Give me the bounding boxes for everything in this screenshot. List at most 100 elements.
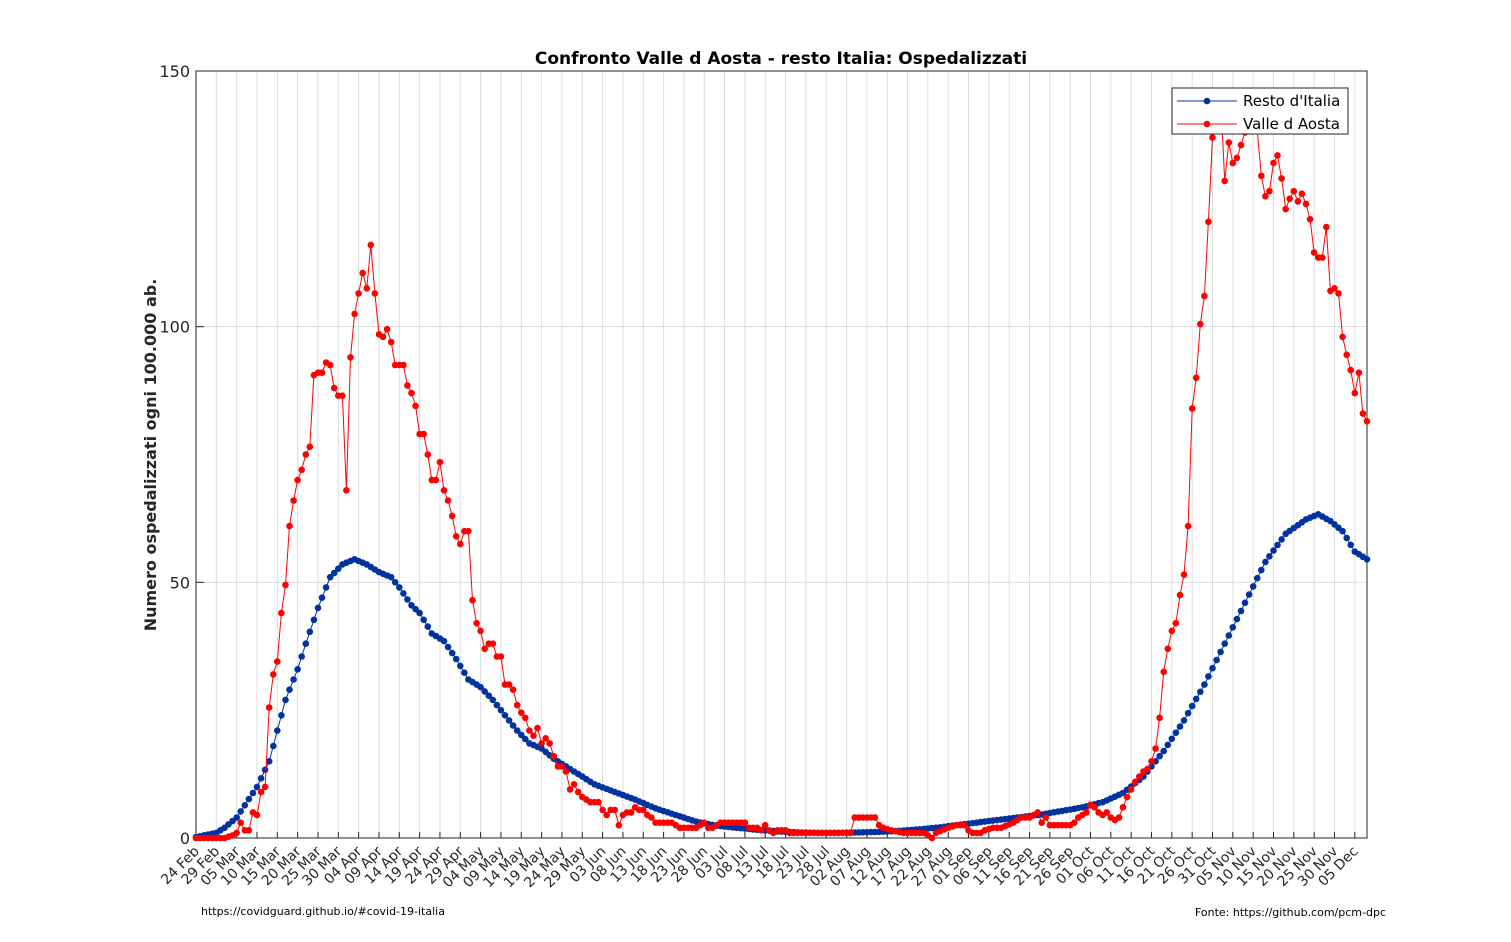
data-point: [245, 795, 253, 803]
data-point: [1266, 553, 1273, 560]
data-point: [302, 451, 310, 458]
data-point: [351, 310, 358, 318]
data-point: [261, 783, 269, 791]
data-point: [278, 712, 285, 719]
data-point: [298, 653, 306, 660]
data-point: [1164, 741, 1172, 749]
data-point: [473, 619, 480, 627]
data-point: [282, 581, 289, 589]
data-point: [274, 658, 281, 665]
data-point: [286, 686, 293, 693]
data-point: [1168, 735, 1176, 743]
data-point: [461, 669, 468, 676]
data-point: [294, 476, 301, 484]
data-point: [522, 714, 529, 722]
data-point: [1188, 702, 1196, 710]
data-point: [343, 487, 350, 494]
data-point: [1192, 374, 1200, 382]
data-point: [1123, 793, 1131, 801]
data-point: [1172, 619, 1180, 627]
data-point: [469, 596, 476, 604]
data-point: [542, 735, 549, 742]
data-point: [1148, 758, 1155, 765]
data-point: [481, 645, 489, 653]
data-point: [1229, 159, 1237, 167]
data-point: [257, 788, 265, 796]
data-point: [603, 811, 610, 819]
data-point: [1294, 198, 1302, 205]
data-point: [448, 512, 456, 520]
y-ticks: 0 50 100 150: [159, 62, 204, 848]
data-point: [270, 742, 277, 750]
data-point: [505, 717, 513, 724]
data-point: [1205, 673, 1212, 680]
data-point: [270, 671, 277, 678]
data-point: [424, 623, 432, 630]
data-point: [615, 821, 623, 829]
data-point: [457, 540, 464, 548]
data-point: [1119, 804, 1127, 811]
data-point: [1152, 745, 1159, 752]
data-point: [1363, 418, 1371, 425]
data-point: [1136, 773, 1143, 780]
data-point: [928, 834, 936, 842]
data-point: [1034, 809, 1041, 816]
data-point: [1298, 190, 1306, 197]
data-point: [452, 655, 460, 663]
data-point: [1331, 285, 1338, 292]
data-point: [1164, 645, 1172, 653]
data-point: [440, 637, 448, 645]
y-tick-label: 150: [159, 62, 190, 81]
data-point: [457, 662, 464, 670]
data-point: [1253, 574, 1261, 582]
data-point: [302, 640, 310, 647]
data-point: [1192, 695, 1200, 703]
data-point: [274, 727, 281, 734]
data-point: [1184, 522, 1192, 530]
data-point: [1071, 819, 1078, 826]
data-point: [1083, 809, 1090, 816]
data-point: [1038, 819, 1045, 826]
series-valle-d-aosta: [192, 93, 1371, 842]
data-point: [1249, 583, 1257, 590]
legend-marker: [1203, 120, 1211, 128]
data-point: [371, 290, 379, 297]
data-point: [261, 766, 269, 774]
data-point: [538, 740, 545, 747]
data-point: [233, 829, 240, 837]
data-point: [1351, 389, 1359, 397]
data-point: [339, 392, 346, 400]
legend: Resto d'Italia Valle d Aosta: [1171, 87, 1349, 135]
data-point: [1290, 187, 1298, 195]
data-point: [640, 806, 647, 814]
data-point: [298, 466, 306, 474]
data-point: [1343, 351, 1350, 359]
data-point: [599, 806, 606, 814]
data-point: [253, 783, 261, 791]
data-point: [1188, 405, 1196, 412]
data-point: [412, 402, 419, 410]
data-point: [330, 384, 338, 392]
data-point: [489, 696, 497, 704]
data-point: [1306, 216, 1314, 223]
data-point: [1184, 709, 1192, 717]
data-point: [1115, 814, 1123, 821]
data-point: [355, 290, 362, 297]
data-point: [497, 706, 505, 714]
data-point: [245, 827, 253, 834]
data-point: [278, 609, 285, 617]
data-point: [1266, 187, 1273, 195]
data-point: [1237, 141, 1245, 149]
data-point: [359, 269, 367, 277]
data-point: [310, 616, 318, 624]
data-point: [1156, 714, 1163, 722]
data-point: [1278, 175, 1285, 182]
data-point: [420, 616, 428, 624]
data-point: [1274, 152, 1281, 159]
data-point: [1258, 172, 1265, 180]
data-point: [396, 584, 403, 591]
data-point: [1343, 534, 1350, 542]
data-point: [550, 752, 558, 760]
data-point: [290, 497, 297, 504]
data-point: [424, 451, 432, 458]
